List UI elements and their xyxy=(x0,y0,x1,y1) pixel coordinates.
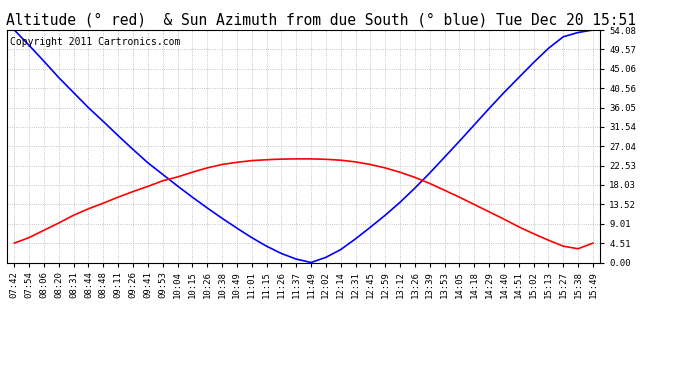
Text: Copyright 2011 Cartronics.com: Copyright 2011 Cartronics.com xyxy=(10,37,180,47)
Title: Sun Altitude (° red)  & Sun Azimuth from due South (° blue) Tue Dec 20 15:51: Sun Altitude (° red) & Sun Azimuth from … xyxy=(0,12,636,27)
